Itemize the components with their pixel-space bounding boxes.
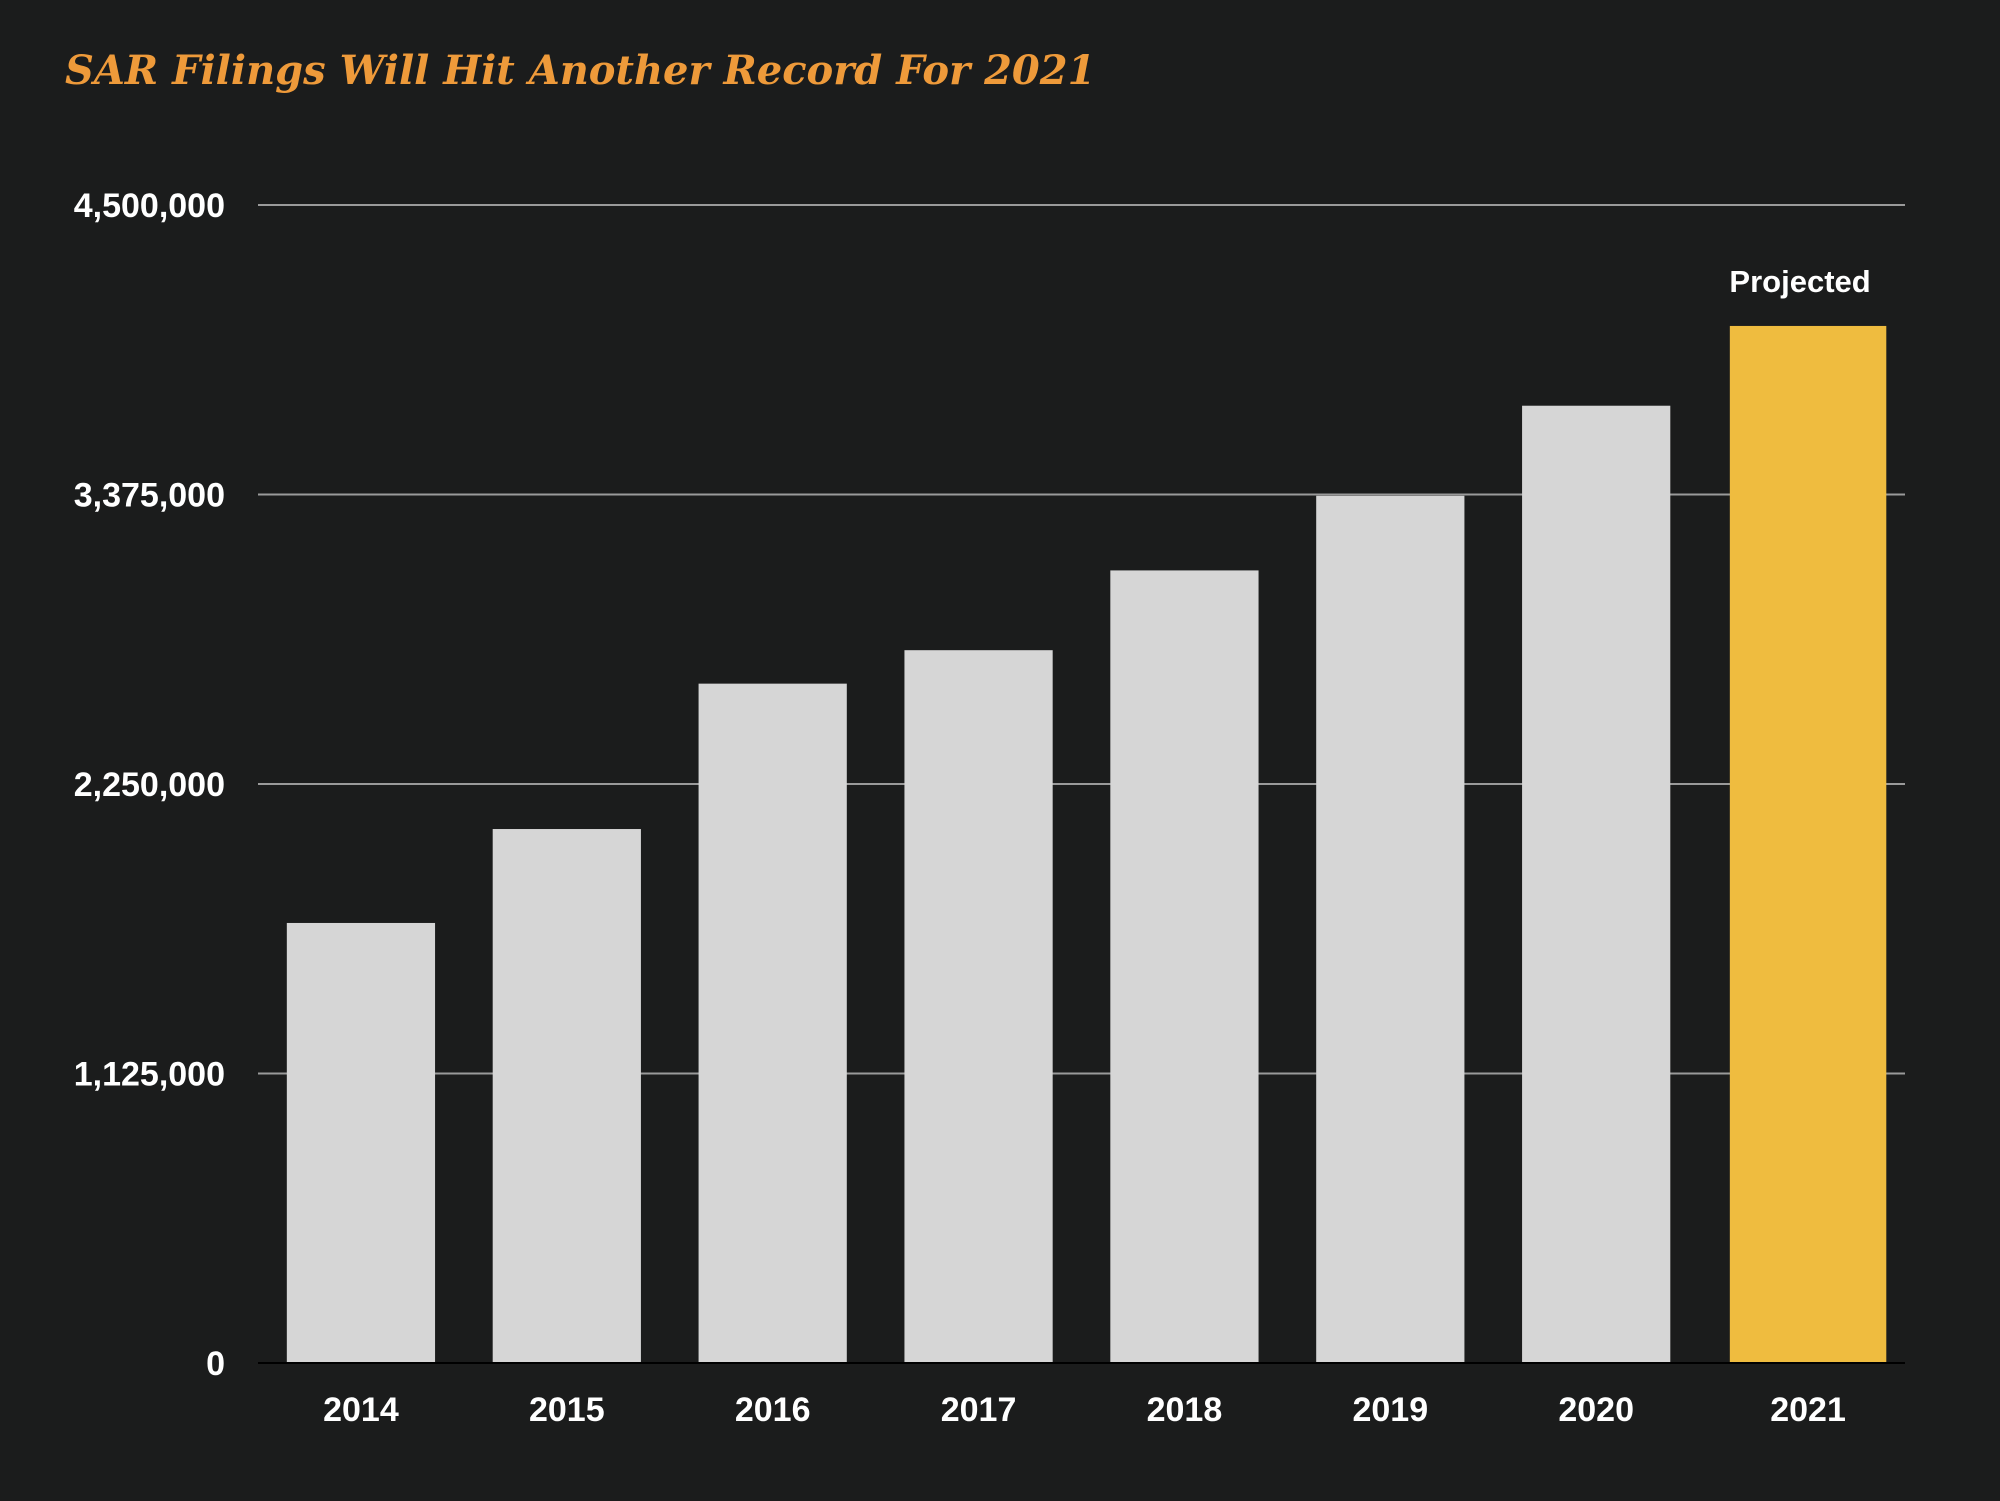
x-tick-label: 2014	[323, 1391, 399, 1429]
y-tick-label: 1,125,000	[74, 1056, 225, 1094]
bar-2019	[1316, 495, 1465, 1364]
bar-2015	[492, 829, 641, 1363]
bars	[286, 325, 1887, 1364]
y-tick-label: 3,375,000	[74, 477, 225, 515]
bar-2020	[1522, 405, 1671, 1364]
bar-2014	[286, 922, 436, 1363]
labels: 0 1,125,000 2,250,000 3,375,000 4,500,000 201…	[74, 187, 1871, 1429]
x-tick-label: 2017	[941, 1391, 1017, 1429]
x-tick-label: 2019	[1352, 1391, 1428, 1429]
bar-2021	[1729, 325, 1887, 1363]
chart-title: SAR Filings Will Hit Another Record For …	[65, 47, 1095, 94]
projected-annotation: Projected	[1729, 264, 1870, 299]
y-tick-label: 4,500,000	[74, 187, 225, 225]
bar-2016	[698, 683, 847, 1363]
x-tick-label: 2015	[529, 1391, 605, 1429]
y-tick-label: 2,250,000	[74, 766, 225, 804]
bar-2018	[1110, 570, 1259, 1363]
x-tick-label: 2021	[1770, 1391, 1846, 1429]
bar-2017	[904, 650, 1053, 1363]
x-tick-label: 2020	[1558, 1391, 1634, 1429]
x-tick-label: 2018	[1147, 1391, 1223, 1429]
y-tick-label: 0	[206, 1345, 225, 1383]
x-tick-label: 2016	[735, 1391, 811, 1429]
